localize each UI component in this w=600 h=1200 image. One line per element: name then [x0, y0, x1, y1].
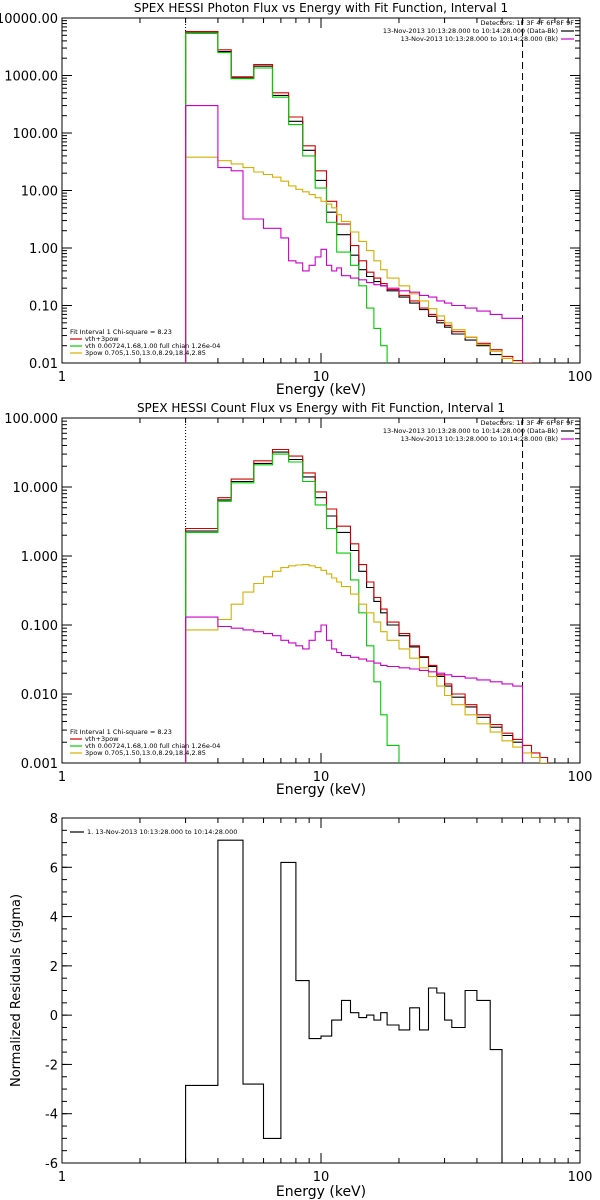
- x-tick-label: 10: [313, 370, 330, 385]
- y-tick-label: 0.01: [29, 357, 58, 372]
- legend-fit-text: Fit Interval 1 Chi-square = 8.23: [70, 728, 172, 736]
- legend-entry-text: 1. 13-Nov-2013 10:13:28.000 to 10:14:28.…: [87, 828, 237, 836]
- chart-title: SPEX HESSI Photon Flux vs Energy with Fi…: [134, 1, 508, 15]
- x-tick-label: 1: [58, 1170, 66, 1185]
- series-group: [185, 839, 503, 1163]
- x-tick-label: 100: [568, 370, 593, 385]
- y-tick-label: 10.00: [21, 185, 58, 200]
- y-tick-label: -6: [45, 1157, 58, 1172]
- y-axis-label: Normalized Residuals (sigma): [9, 894, 24, 1087]
- x-axis-label: Energy (keV): [276, 782, 366, 798]
- y-tick-label: 0: [50, 1009, 58, 1024]
- y-tick-label: 0.010: [21, 688, 58, 703]
- y-tick-label: 100.000: [4, 412, 58, 427]
- series-2-step-line: [185, 453, 400, 763]
- chart-title: SPEX HESSI Count Flux vs Energy with Fit…: [137, 401, 505, 415]
- photon-flux-chart: SPEX HESSI Photon Flux vs Energy with Fi…: [0, 1, 593, 398]
- series-2-step-line: [185, 32, 388, 363]
- x-tick-label: 10: [313, 770, 330, 785]
- x-tick-label: 10: [313, 1170, 330, 1185]
- plot-frame: [61, 17, 581, 364]
- residuals-chart: 1 10 100 8 6 4 2 0 -2 -4 -6 Energy (keV) Normalized …: [9, 812, 593, 1200]
- series-0-step-line: [185, 451, 524, 763]
- y-tick-label: 10000.00: [0, 12, 58, 27]
- y-tick-label: 2: [50, 960, 58, 975]
- y-tick-label: 0.10: [29, 300, 58, 315]
- y-tick-label: 4: [50, 911, 58, 926]
- series-3-step-line: [185, 564, 548, 763]
- y-tick-label: 1000.00: [4, 70, 58, 85]
- y-tick-label: 100.00: [13, 127, 59, 142]
- x-tick-label: 100: [568, 1170, 593, 1185]
- y-tick-label: 1.00: [29, 242, 58, 257]
- count-flux-chart: SPEX HESSI Count Flux vs Energy with Fit…: [4, 401, 593, 798]
- x-tick-label: 100: [568, 770, 593, 785]
- series-3-step-line: [185, 156, 523, 363]
- y-tick-label: 1.000: [21, 550, 58, 565]
- legend-detectors-text: Detectors: 1F 3F 4F 6F 8F 9F: [480, 19, 574, 27]
- series-4-step-line: [185, 105, 524, 363]
- x-axis-label: Energy (keV): [276, 382, 366, 398]
- legend-fit-text: Fit Interval 1 Chi-square = 8.23: [70, 328, 172, 336]
- legend-entry-text: vth+3pow: [85, 335, 119, 343]
- y-tick-label: 0.100: [21, 619, 58, 634]
- series-0-step-line: [185, 839, 503, 1163]
- x-tick-label: 1: [58, 370, 66, 385]
- series-group: [185, 31, 532, 363]
- legend-entry-text: 13-Nov-2013 10:13:28.000 to 10:14:28.000…: [383, 27, 558, 35]
- y-tick-label: 0.001: [21, 757, 58, 772]
- legend-entry-text: vth 0.00724,1.68,1.00 full chian 1.26e-0…: [85, 742, 220, 750]
- legend-entry-text: 13-Nov-2013 10:13:28.000 to 10:14:28.000…: [401, 35, 558, 43]
- y-tick-label: -4: [45, 1108, 58, 1123]
- legend-entry-text: 13-Nov-2013 10:13:28.000 to 10:14:28.000…: [383, 427, 558, 435]
- legend-entry-text: vth+3pow: [85, 735, 119, 743]
- x-axis-label: Energy (keV): [276, 1184, 366, 1200]
- y-tick-label: 10.000: [13, 481, 59, 496]
- series-group: [185, 448, 549, 763]
- y-tick-label: 8: [50, 812, 58, 827]
- y-tick-label: -2: [45, 1058, 58, 1073]
- series-4-step-line: [185, 616, 524, 763]
- legend-entry-text: 3pow 0.705,1.50,13.0,8.29,18.4,2.85: [85, 749, 206, 757]
- legend-detectors-text: Detectors: 1F 3F 4F 6F 8F 9F: [480, 419, 574, 427]
- legend-entry-text: 3pow 0.705,1.50,13.0,8.29,18.4,2.85: [85, 349, 206, 357]
- legend-entry-text: 13-Nov-2013 10:13:28.000 to 10:14:28.000…: [401, 435, 558, 443]
- series-0-step-line: [185, 32, 503, 363]
- x-tick-label: 1: [58, 770, 66, 785]
- series-1-step-line: [185, 31, 532, 363]
- y-tick-label: 6: [50, 861, 58, 876]
- legend-entry-text: vth 0.00724,1.68,1.00 full chian 1.26e-0…: [85, 342, 220, 350]
- plot-frame: [61, 417, 581, 764]
